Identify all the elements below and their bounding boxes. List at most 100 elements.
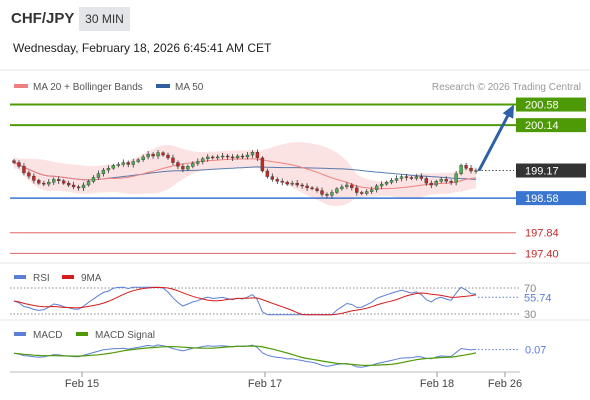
candle-body	[345, 184, 349, 188]
candle-body	[315, 188, 319, 191]
timeframe-button[interactable]: 30 MIN	[79, 7, 130, 31]
candle-body	[275, 179, 279, 182]
projection-arrow-shaft	[477, 110, 512, 172]
candle-body	[57, 179, 61, 182]
candle-body	[340, 186, 344, 189]
candle-body	[86, 181, 91, 186]
x-axis-label: Feb 18	[420, 378, 454, 390]
ma20-legend-label: MA 20 + Bollinger Bands	[33, 82, 143, 93]
candle-body	[444, 179, 448, 182]
candle-body	[379, 183, 384, 187]
candle-body	[201, 158, 205, 162]
candle-body	[156, 152, 160, 157]
ma20-line	[13, 158, 477, 190]
rsi-ma-line	[13, 286, 477, 316]
candle-body	[196, 161, 200, 164]
support-level-198-58-label: 198.58	[525, 193, 559, 205]
x-axis-label: Feb 26	[488, 378, 522, 390]
candle-body	[166, 154, 170, 159]
candle-body	[141, 156, 145, 160]
candle-body	[374, 185, 379, 190]
candle-body	[320, 190, 324, 195]
candle-body	[365, 191, 369, 194]
candle-body	[215, 156, 220, 159]
candle-body	[459, 165, 463, 174]
candle-body	[419, 176, 424, 179]
candle-body	[360, 192, 364, 194]
candle-body	[330, 192, 334, 196]
candle-body	[47, 182, 51, 185]
candle-body	[17, 162, 21, 167]
projection-arrow-head	[502, 104, 514, 119]
macd-legend-label: MACD	[33, 330, 62, 341]
candle-body	[106, 167, 111, 171]
candle-body	[131, 161, 135, 165]
candle-body	[404, 176, 409, 178]
candle-body	[469, 167, 473, 172]
candle-body	[161, 152, 165, 156]
rsi-current-value: 55.74	[524, 292, 552, 304]
candle-body	[409, 177, 414, 179]
candle-body	[399, 176, 404, 179]
candle-body	[37, 180, 41, 184]
macd-signal-legend-label: MACD Signal	[95, 330, 155, 341]
macd-legend-swatch	[14, 332, 26, 336]
candle-body	[325, 194, 329, 196]
candle-body	[71, 184, 76, 188]
candle-body	[211, 156, 215, 159]
rsi-ma-legend-label: 9MA	[81, 273, 102, 284]
candle-body	[61, 180, 66, 184]
candle-body	[101, 169, 106, 174]
candle-body	[176, 162, 180, 167]
candle-body	[91, 177, 96, 182]
candle-body	[350, 184, 354, 189]
candle-body	[474, 170, 478, 172]
candle-body	[27, 172, 31, 177]
candle-body	[310, 187, 314, 190]
candle-body	[66, 182, 71, 186]
candle-body	[151, 153, 155, 157]
candle-body	[42, 182, 46, 185]
candle-body	[355, 187, 359, 193]
candle-body	[245, 154, 250, 158]
candle-body	[111, 165, 116, 169]
candle-body	[280, 181, 284, 183]
candle-body	[181, 166, 185, 170]
candle-body	[22, 166, 26, 174]
candle-body	[12, 160, 16, 163]
candle-body	[230, 156, 235, 159]
candle-body	[290, 182, 294, 185]
candle-body	[265, 170, 270, 177]
candle-body	[389, 180, 394, 183]
candle-body	[300, 184, 304, 187]
bollinger-band	[14, 142, 476, 206]
candle-body	[255, 152, 260, 159]
resistance-level-200-14-tag	[516, 118, 586, 133]
ma50-legend-label: MA 50	[175, 82, 204, 93]
candle-body	[454, 173, 458, 183]
candle-body	[240, 155, 245, 158]
candle-body	[295, 182, 299, 186]
macd-signal-legend-swatch	[76, 332, 88, 336]
candle-body	[414, 176, 419, 179]
candle-body	[424, 178, 429, 184]
candle-body	[384, 182, 389, 185]
candle-body	[369, 189, 374, 192]
macd-current-value: 0.07	[525, 345, 546, 357]
candle-body	[434, 181, 438, 186]
currency-pair-title: CHF/JPY	[11, 10, 75, 27]
candle-body	[270, 176, 275, 180]
candle-body	[32, 175, 36, 181]
chart-header: CHF/JPY 30 MIN Wednesday, February 18, 2…	[0, 0, 590, 70]
candle-body	[305, 185, 309, 189]
support-level-197-84-label: 197.84	[525, 228, 559, 240]
rsi-legend-label: RSI	[33, 273, 50, 284]
x-axis-label: Feb 17	[248, 378, 282, 390]
candle-body	[394, 178, 399, 181]
rsi-ma-legend-swatch	[62, 275, 74, 279]
rsi-level-30-label: 30	[524, 309, 536, 321]
candle-body	[206, 156, 210, 160]
candle-body	[464, 165, 468, 169]
candle-body	[429, 182, 433, 186]
candle-body	[76, 186, 81, 189]
